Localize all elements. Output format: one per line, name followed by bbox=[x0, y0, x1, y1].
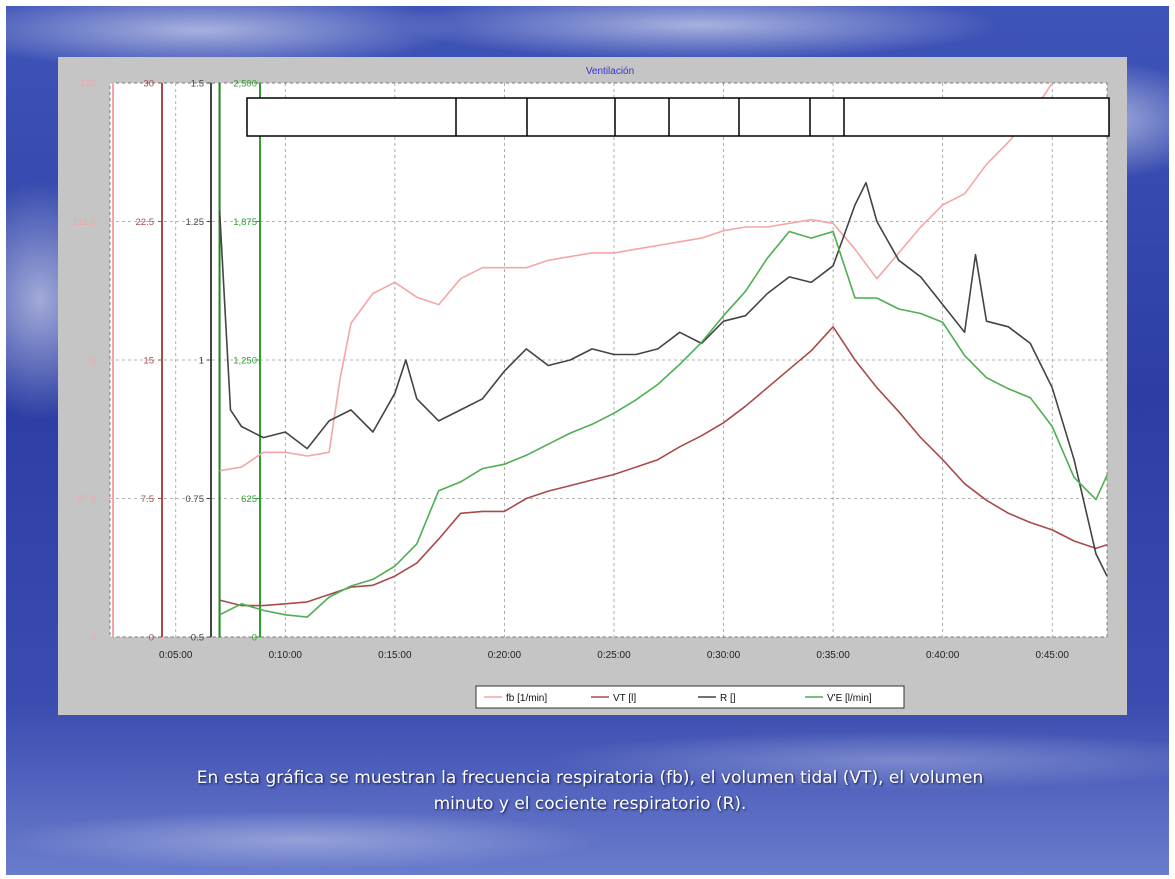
axis-tick-label-fb-0: 0 bbox=[91, 633, 96, 644]
x-tick-label-2: 0:15:00 bbox=[378, 650, 412, 661]
axis-tick-label-R-2: 1 bbox=[199, 356, 204, 367]
x-tick-label-4: 0:25:00 bbox=[597, 650, 631, 661]
legend-label-fb: fb [1/min] bbox=[506, 693, 547, 704]
chart-title: Ventilación bbox=[586, 66, 634, 77]
axis-tick-label-VT-4: 30 bbox=[143, 79, 154, 90]
axis-tick-label-VT-2: 15 bbox=[143, 356, 154, 367]
legend-box bbox=[475, 685, 905, 709]
axis-tick-label-fb-2: 75 bbox=[85, 356, 96, 367]
legend-label-VE: V'E [l/min] bbox=[827, 693, 872, 704]
header-bar bbox=[246, 97, 1110, 137]
chart-legend: fb [1/min] VT [l] R [] V'E [l/min] bbox=[475, 685, 905, 709]
axis-tick-label-R-3: 1.25 bbox=[186, 217, 205, 228]
axis-tick-label-VT-1: 7.5 bbox=[141, 494, 154, 505]
x-tick-label-6: 0:35:00 bbox=[816, 650, 850, 661]
legend-label-VT: VT [l] bbox=[613, 693, 636, 704]
plot-frame bbox=[109, 82, 1108, 638]
axis-tick-label-fb-3: 112.5 bbox=[73, 217, 96, 228]
legend-label-R: R [] bbox=[720, 693, 736, 704]
axis-tick-label-VE-2: 1,250 bbox=[233, 356, 257, 367]
axis-tick-label-fb-1: 37.5 bbox=[78, 494, 97, 505]
series-line-fb bbox=[219, 82, 1053, 472]
x-tick-label-8: 0:45:00 bbox=[1036, 650, 1070, 661]
x-tick-label-7: 0:40:00 bbox=[926, 650, 960, 661]
axis-tick-label-R-1: 0.75 bbox=[186, 494, 205, 505]
chart-panel: Ventilación 0 37.5 75 112.5 150 0 7.5 15 22.5 30 0… bbox=[58, 57, 1127, 715]
axis-tick-label-fb-4: 150 bbox=[80, 79, 96, 90]
caption-line-2: minuto y el cociente respiratorio (R). bbox=[433, 794, 747, 814]
x-tick-label-1: 0:10:00 bbox=[269, 650, 303, 661]
slide-caption: En esta gráfica se muestran la frecuenci… bbox=[110, 765, 1070, 817]
ventilation-chart: Ventilación 0 37.5 75 112.5 150 0 7.5 15 22.5 30 0… bbox=[73, 66, 1110, 709]
caption-line-1: En esta gráfica se muestran la frecuenci… bbox=[196, 768, 984, 788]
header-bar-cells bbox=[455, 98, 845, 136]
axis-tick-label-VT-0: 0 bbox=[149, 633, 154, 644]
x-tick-label-0: 0:05:00 bbox=[159, 650, 193, 661]
axis-tick-label-R-4: 1.5 bbox=[191, 79, 204, 90]
axis-tick-label-VE-3: 1,875 bbox=[233, 217, 257, 228]
axis-tick-label-VE-1: 625 bbox=[241, 494, 257, 505]
series-line-VT bbox=[219, 325, 1108, 607]
axis-tick-label-VT-3: 22.5 bbox=[136, 217, 155, 228]
axis-tick-label-R-0: 0.5 bbox=[191, 633, 204, 644]
axis-tick-label-VE-0: 0 bbox=[252, 633, 257, 644]
axis-tick-label-VE-4: 2,500 bbox=[233, 79, 257, 90]
x-tick-label-3: 0:20:00 bbox=[488, 650, 522, 661]
series-line-VE bbox=[219, 230, 1108, 618]
series-line-R bbox=[218, 181, 1108, 577]
x-tick-label-5: 0:30:00 bbox=[707, 650, 741, 661]
